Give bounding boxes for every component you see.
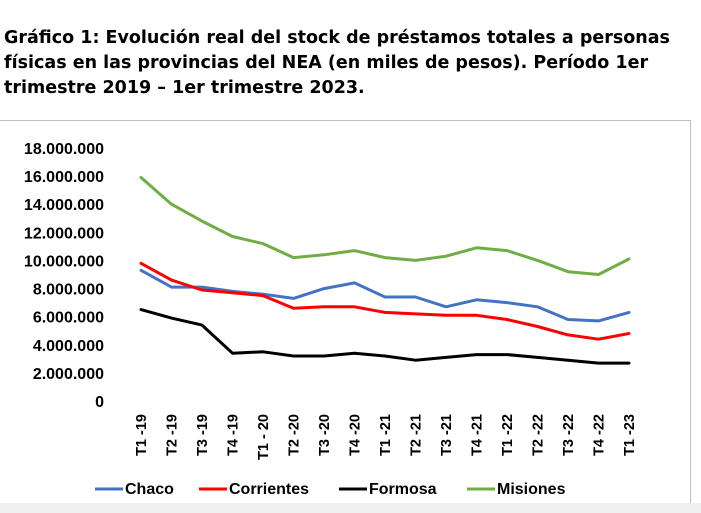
- y-tick-label: 18.000.000: [24, 141, 104, 158]
- y-tick-label: 10.000.000: [24, 253, 104, 270]
- x-tick-label: T4 -21: [470, 414, 486, 456]
- y-tick-label: 12.000.000: [24, 225, 104, 242]
- series-lines: [139, 176, 631, 365]
- y-tick-label: 0: [95, 394, 104, 411]
- x-tick-label: T1 -23: [622, 414, 638, 456]
- x-axis-ticks: T1 -19 T2 -19 T3 -19 T4 -19 T1 - 20 T2 -20 T3 …: [134, 414, 638, 460]
- legend-label-misiones: Misiones: [497, 481, 566, 498]
- x-tick-label: T2 -20: [287, 414, 303, 456]
- x-tick-label: T4 -20: [348, 414, 364, 456]
- x-tick-label: T4 -22: [592, 414, 608, 456]
- x-tick-label: T1 -19: [134, 414, 150, 456]
- y-tick-label: 14.000.000: [24, 197, 104, 214]
- y-tick-label: 2.000.000: [33, 366, 104, 383]
- chart-area: 18.000.000 16.000.000 14.000.000 12.000.000…: [0, 120, 691, 503]
- chart-legend: Chaco Corrientes Formosa Misiones: [95, 481, 566, 498]
- legend-label-corrientes: Corrientes: [229, 481, 309, 498]
- y-tick-label: 16.000.000: [24, 169, 104, 186]
- x-tick-label: T4 -19: [226, 414, 242, 456]
- series-line-chaco: [139, 268, 631, 323]
- series-line-misiones: [139, 176, 631, 276]
- x-tick-label: T2 -21: [409, 414, 425, 456]
- x-tick-label: T1 -21: [378, 414, 394, 456]
- chart-title: Gráfico 1: Evolución real del stock de p…: [4, 28, 670, 98]
- x-tick-label: T2 -19: [165, 414, 181, 456]
- x-tick-label: T3 -22: [561, 414, 577, 456]
- legend-label-chaco: Chaco: [125, 481, 174, 498]
- bottom-strip: [0, 503, 701, 513]
- x-tick-label: T1 - 20: [256, 414, 272, 460]
- x-tick-label: T3 -21: [439, 414, 455, 456]
- series-line-formosa: [139, 308, 631, 365]
- legend-label-formosa: Formosa: [369, 481, 437, 498]
- x-tick-label: T3 -20: [317, 414, 333, 456]
- x-tick-label: T1 -22: [500, 414, 516, 456]
- y-tick-label: 6.000.000: [33, 310, 104, 327]
- y-tick-label: 4.000.000: [33, 338, 104, 355]
- series-line-corrientes: [139, 261, 631, 341]
- y-tick-label: 8.000.000: [33, 282, 104, 299]
- y-axis-ticks: 18.000.000 16.000.000 14.000.000 12.000.000…: [24, 141, 104, 411]
- x-tick-label: T3 -19: [195, 414, 211, 456]
- x-tick-label: T2 -22: [531, 414, 547, 456]
- line-chart: 18.000.000 16.000.000 14.000.000 12.000.000…: [24, 141, 638, 498]
